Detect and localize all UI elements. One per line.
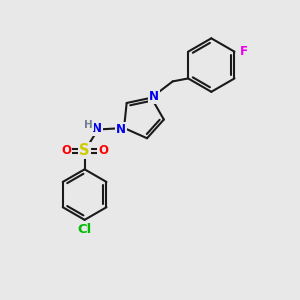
Text: F: F (239, 45, 247, 58)
Text: O: O (61, 144, 71, 158)
Text: H: H (84, 120, 93, 130)
Text: N: N (116, 123, 126, 136)
Text: O: O (98, 144, 108, 158)
Text: S: S (80, 143, 90, 158)
Text: N: N (92, 122, 102, 135)
Text: N: N (149, 90, 159, 103)
Text: Cl: Cl (77, 223, 92, 236)
